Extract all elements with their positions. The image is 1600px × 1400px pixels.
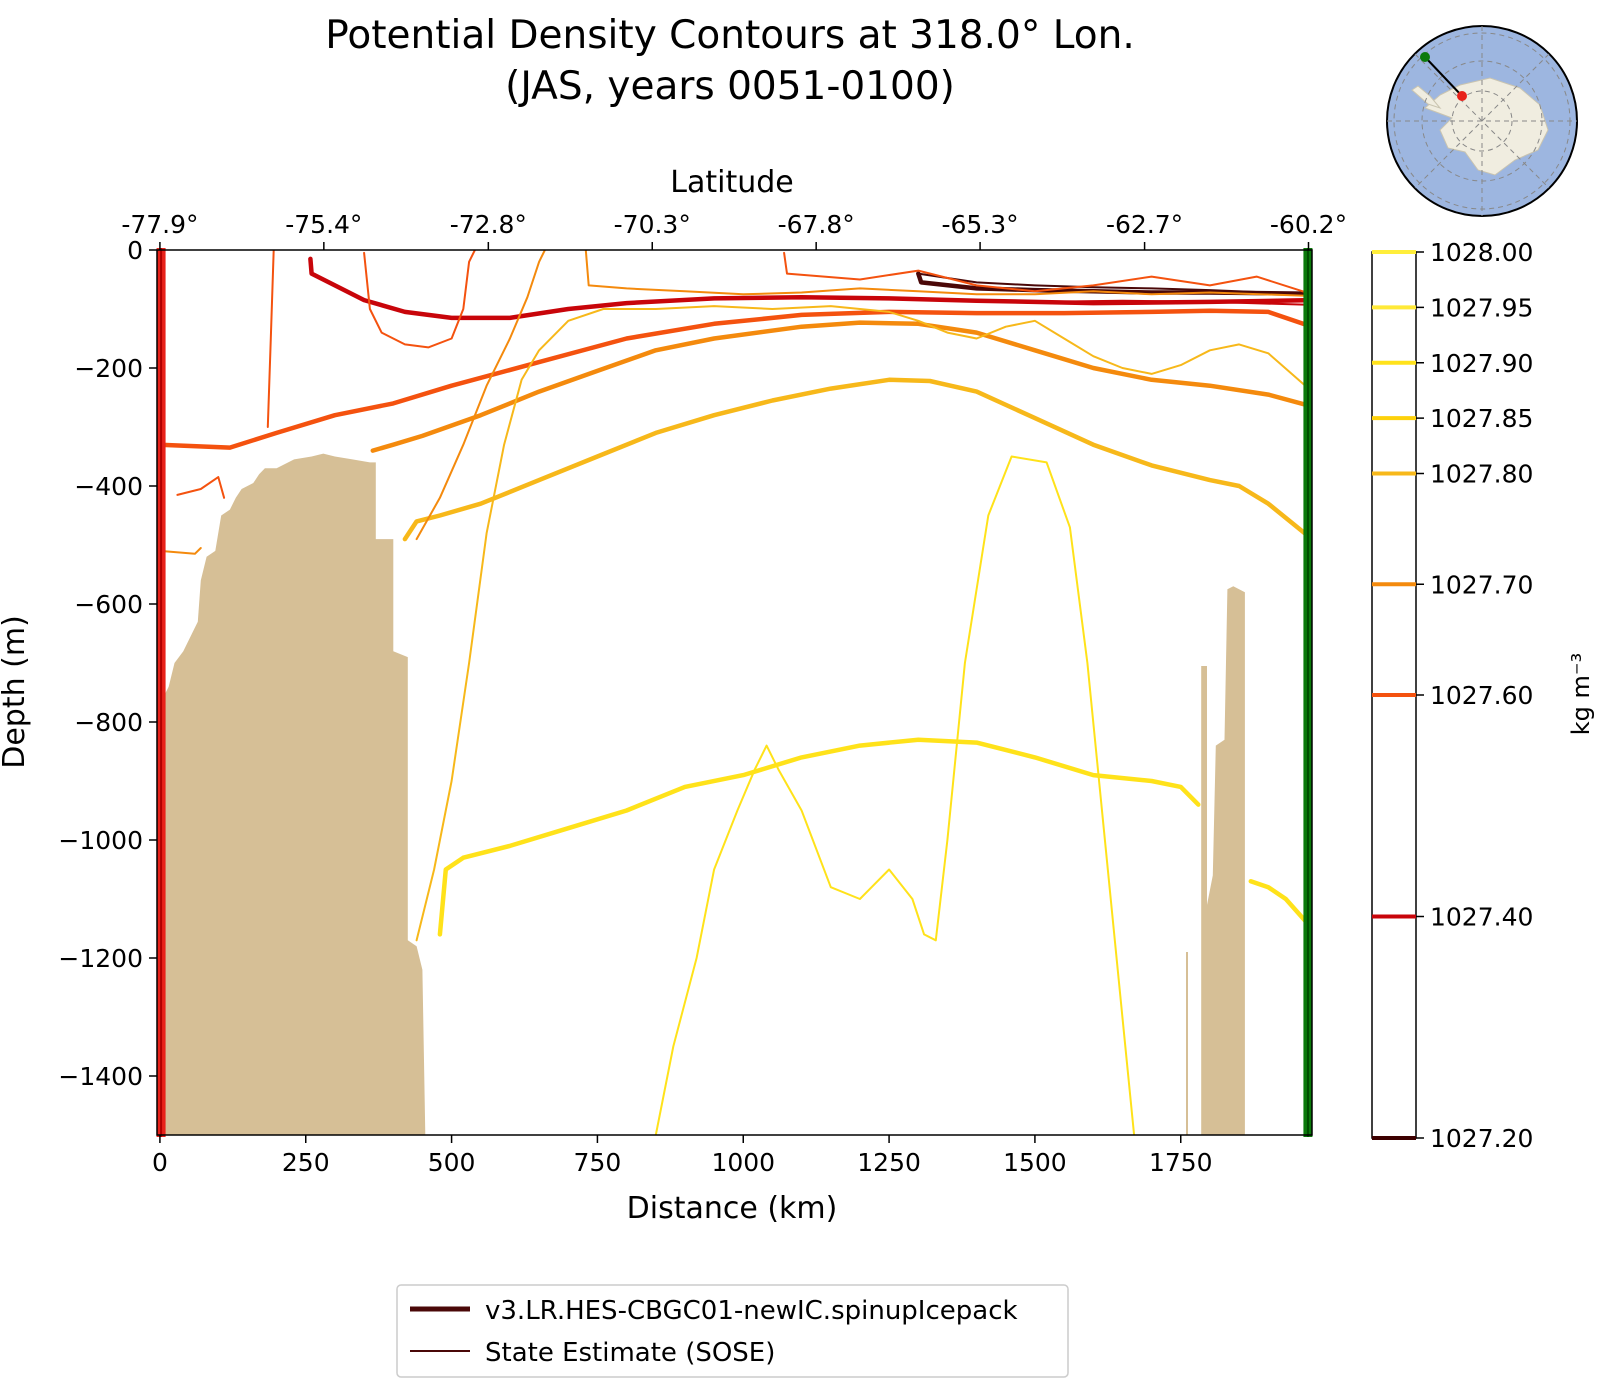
top-tick-label: -72.8° (450, 210, 527, 239)
x-axis-ticks: 0 250 500 750 1000 1250 1500 1750 (152, 1135, 1213, 1177)
section-end-dot (1420, 52, 1430, 62)
bathymetry-right (1201, 586, 1245, 1135)
x-tick-label: 750 (574, 1148, 622, 1177)
colorbar-tick-label: 1027.90 (1430, 349, 1533, 378)
contour-lines (157, 250, 1312, 1135)
bathymetry-left (162, 453, 426, 1135)
colorbar-tick-label: 1027.20 (1430, 1124, 1533, 1153)
legend-sose-label: State Estimate (SOSE) (485, 1338, 775, 1368)
colorbar-ticks: 1028.00 1027.95 1027.90 1027.85 1027.80 1027.… (1372, 238, 1533, 1153)
sose-contour-1027.8-16 (415, 305, 1312, 942)
model-contour-1027.8-4 (402, 377, 1312, 542)
y-axis-ticks: 0 −200 −400 −600 −800 −1000 −1200 −1400 (58, 236, 157, 1091)
plot-frame (156, 249, 1313, 1136)
antarctica-landmass (1387, 26, 1577, 216)
legend-model-label: v3.LR.HES-CBGC01-newIC.spinupIcepack (485, 1296, 1018, 1326)
x-tick-label: 1250 (857, 1148, 921, 1177)
x-tick-label: 1750 (1149, 1148, 1213, 1177)
top-axis-ticks: -77.9° -75.4° -72.8° -70.3° -67.8° -65.3° -62.… (121, 210, 1347, 250)
sose-contour-1027.6-10 (363, 250, 476, 349)
y-tick-label: −400 (74, 472, 143, 501)
top-tick-label: -67.8° (778, 210, 855, 239)
colorbar-tick-label: 1028.00 (1430, 238, 1533, 267)
y-axis-label: Depth (m) (0, 615, 32, 769)
top-tick-label: -70.3° (614, 210, 691, 239)
top-tick-label: -62.7° (1106, 210, 1183, 239)
x-tick-label: 250 (282, 1148, 330, 1177)
sose-contour-1027.6-11 (176, 476, 226, 499)
sose-contour-1027.6-9 (266, 250, 275, 428)
antarctic-inset-map (1386, 25, 1578, 217)
sose-contour-1027.2-7 (917, 272, 1312, 296)
x-tick-label: 1500 (1003, 1148, 1067, 1177)
x-tick-label: 500 (428, 1148, 476, 1177)
legend: v3.LR.HES-CBGC01-newIC.spinupIcepack Sta… (396, 1284, 1069, 1378)
top-tick-label: -60.2° (1270, 210, 1347, 239)
section-start-dot (1457, 91, 1467, 101)
top-tick-label: -65.3° (941, 210, 1018, 239)
top-tick-label: -75.4° (285, 210, 362, 239)
colorbar-tick-label: 1027.95 (1430, 293, 1533, 322)
colorbar: 1028.00 1027.95 1027.90 1027.85 1027.80 1027.… (1371, 238, 1595, 1153)
sose-contour-1027.9-17 (654, 455, 1136, 1135)
sose-contour-1027.6-12 (783, 251, 1312, 296)
legend-box (396, 1284, 1069, 1378)
y-tick-label: −1400 (58, 1062, 143, 1091)
y-tick-label: −600 (74, 590, 143, 619)
y-tick-label: −1000 (58, 826, 143, 855)
y-tick-label: −1200 (58, 944, 143, 973)
top-tick-label: -77.9° (121, 210, 198, 239)
colorbar-label: kg m⁻³ (1567, 653, 1595, 735)
colorbar-tick-label: 1027.80 (1430, 460, 1533, 489)
y-tick-label: −200 (74, 354, 143, 383)
sose-contour-1027.7-14 (415, 250, 546, 541)
chart-title-line-1: Potential Density Contours at 318.0° Lon… (325, 13, 1135, 58)
x-tick-label: 1000 (711, 1148, 775, 1177)
colorbar-tick-label: 1027.40 (1430, 903, 1533, 932)
x-tick-label: 0 (152, 1148, 168, 1177)
y-tick-label: −800 (74, 708, 143, 737)
chart-title-line-2: (JAS, years 0051-0100) (505, 64, 955, 109)
sose-contour-1027.7-13 (158, 547, 202, 555)
model-contour-1027.7-3 (370, 320, 1312, 453)
colorbar-tick-label: 1027.85 (1430, 404, 1533, 433)
sose-contour-1027.7-15 (584, 250, 1312, 297)
colorbar-tick-label: 1027.60 (1430, 681, 1533, 710)
colorbar-tick-label: 1027.70 (1430, 570, 1533, 599)
sose-contour-1027.4-8 (946, 299, 1312, 306)
model-contour-1027.6-2 (157, 308, 1312, 450)
model-contour-1027.9-6 (1248, 879, 1312, 931)
y-tick-label: 0 (127, 236, 143, 265)
x-axis-label: Distance (km) (627, 1191, 838, 1226)
model-contour-1027.9-5 (437, 737, 1201, 937)
top-axis-label: Latitude (670, 165, 793, 200)
section-line (1424, 56, 1463, 97)
